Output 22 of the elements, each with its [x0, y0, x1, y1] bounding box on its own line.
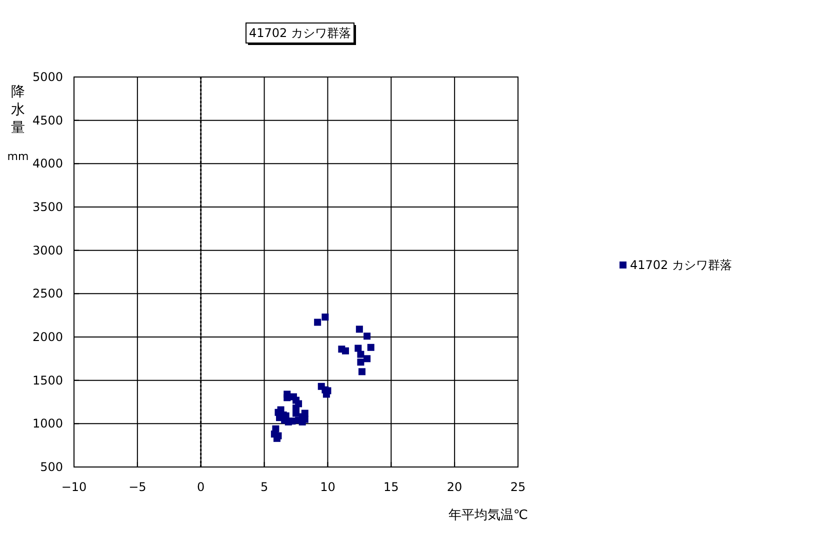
chart-title: 41702 カシワ群落: [249, 26, 351, 40]
y-tick-label: 4000: [32, 156, 63, 171]
y-tick-label: 3500: [32, 200, 63, 214]
x-tick-label: −10: [61, 480, 87, 494]
x-tick-label: −5: [128, 480, 146, 494]
y-tick-label: 1000: [32, 416, 63, 431]
x-axis-title: 年平均気温℃: [448, 508, 528, 523]
y-tick-label: 2000: [32, 330, 63, 344]
y-tick-label: 500: [40, 460, 63, 474]
y-tick-label: 2500: [32, 286, 63, 301]
x-tick-label: 10: [320, 480, 336, 494]
y-axis-title: 降水量 mm: [7, 84, 29, 163]
y-tick-label: 5000: [32, 70, 63, 84]
x-tick-label: 25: [510, 480, 526, 494]
legend-label: 41702 カシワ群落: [630, 258, 732, 272]
y-tick-label: 1500: [32, 373, 63, 388]
y-tick-label: 3000: [32, 243, 63, 258]
x-tick-label: 0: [197, 480, 205, 494]
x-tick-label: 15: [384, 480, 399, 494]
y-tick-label: 4500: [32, 113, 63, 128]
x-tick-label: 5: [260, 480, 268, 494]
x-tick-label: 20: [446, 480, 462, 494]
